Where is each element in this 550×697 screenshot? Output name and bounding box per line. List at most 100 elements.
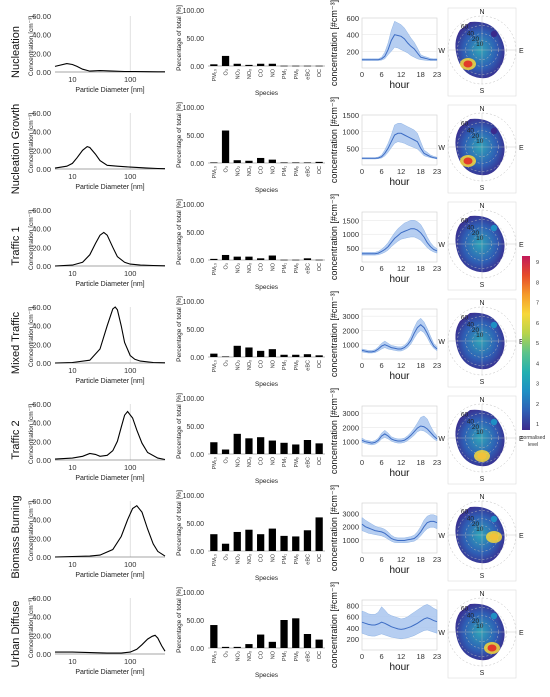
diurnal-x-tick: 0 <box>360 361 364 370</box>
diurnal-x-label: hour <box>389 371 410 382</box>
polar-ring-label: 10 <box>476 332 484 339</box>
species-bar <box>233 160 241 163</box>
species-panel: 0.00 50.00 100.00 PM₁₀ O₃ NO₂ NOₓ CO NO PM₁ PM₉ eBC… <box>176 490 325 582</box>
colorbar-tick: 7 <box>536 301 539 307</box>
species-bar <box>303 258 312 260</box>
polar-label-e: E <box>519 436 524 443</box>
species-bar <box>303 162 312 164</box>
psd-panel: 0.00 20.00 40.00 60.00 10 100 Particle Diamete… <box>28 206 166 288</box>
colorbar-tick: 3 <box>536 382 539 388</box>
species-x-tick: PM₁₀ <box>212 263 218 275</box>
colorbar <box>522 256 530 430</box>
species-x-tick: NO₂ <box>235 166 241 176</box>
psd-x-tick: 10 <box>68 366 76 375</box>
species-x-tick: NO <box>270 456 276 465</box>
species-bar <box>268 528 276 551</box>
polar-label-e: E <box>519 48 524 55</box>
psd-x-tick: 100 <box>124 366 137 375</box>
psd-panel: 0.00 20.00 40.00 60.00 10 100 Particle Diamete… <box>28 594 166 676</box>
polar-ring-label: 40 <box>467 224 475 231</box>
polar-marker <box>490 418 498 426</box>
species-bar <box>315 443 323 454</box>
diurnal-y-tick: 200 <box>346 47 359 56</box>
diurnal-mean-line <box>362 34 437 61</box>
diurnal-x-label: hour <box>389 177 410 188</box>
polar-ring-label: 40 <box>467 30 475 37</box>
polar-ring-label: 10 <box>476 526 484 533</box>
species-y-tick: 50.00 <box>186 327 204 334</box>
diurnal-x-tick: 12 <box>397 361 405 370</box>
species-x-tick: CO <box>259 456 265 465</box>
polar-ring-label: 20 <box>472 327 480 334</box>
psd-line <box>54 504 166 558</box>
polar-ring-label: 20 <box>472 521 480 528</box>
colorbar-tick: 9 <box>536 260 539 266</box>
species-x-label: Species <box>255 672 279 679</box>
diurnal-x-tick: 12 <box>397 555 405 564</box>
species-x-tick: NO₂ <box>235 651 241 661</box>
diurnal-y-label: concentration [#cm⁻³] <box>329 97 339 183</box>
species-bar <box>257 63 265 66</box>
diurnal-x-tick: 18 <box>417 70 425 79</box>
colorbar-tick: 6 <box>536 321 539 327</box>
psd-y-tick: 0.00 <box>36 359 51 368</box>
polar-ring-label: 40 <box>467 515 475 522</box>
species-bar <box>233 531 241 551</box>
diurnal-x-label: hour <box>389 80 410 91</box>
polar-ring-label: 60 <box>461 315 469 322</box>
diurnal-x-tick: 23 <box>433 167 441 176</box>
species-bar <box>245 438 253 454</box>
polar-ring-label: 60 <box>461 121 469 128</box>
species-bar <box>292 259 300 261</box>
species-x-tick: eBC <box>305 263 311 274</box>
species-bar <box>280 65 288 67</box>
species-y-tick: 0.00 <box>190 355 204 362</box>
species-x-tick: CO <box>259 68 265 77</box>
species-panel: 0.00 50.00 100.00 PM₁₀ O₃ NO₂ NOₓ CO NO PM₁ PM₉ eBC… <box>176 393 325 485</box>
species-bar <box>292 618 300 648</box>
psd-x-tick: 10 <box>68 463 76 472</box>
species-x-label: Species <box>255 575 279 582</box>
psd-x-tick: 100 <box>124 269 137 278</box>
factor-name: Traffic 2 <box>10 420 22 459</box>
species-bar <box>210 534 218 551</box>
polar-label-w: W <box>438 145 445 152</box>
species-bar <box>257 534 265 551</box>
diurnal-band <box>361 514 438 543</box>
species-y-tick: 100.00 <box>183 493 205 500</box>
polar-ring-label: 40 <box>467 418 475 425</box>
species-x-tick: OC <box>317 651 323 659</box>
psd-line <box>54 306 166 364</box>
psd-x-tick: 100 <box>124 172 137 181</box>
psd-y-tick: 40.00 <box>32 516 51 525</box>
psd-panel: 0.00 20.00 40.00 60.00 10 100 Particle Diamete… <box>28 12 165 94</box>
diurnal-x-tick: 6 <box>379 361 383 370</box>
psd-y-tick: 40.00 <box>32 419 51 428</box>
species-x-tick: NOₓ <box>247 69 253 79</box>
colorbar-tick: 8 <box>536 280 539 286</box>
diurnal-x-tick: 0 <box>360 652 364 661</box>
species-x-tick: eBC <box>305 360 311 371</box>
colorbar-label: normalised <box>521 435 546 441</box>
diurnal-x-tick: 12 <box>397 652 405 661</box>
species-x-tick: PM₁₀ <box>212 69 218 81</box>
species-bar <box>221 254 230 260</box>
psd-y-tick: 40.00 <box>32 613 51 622</box>
psd-y-label: Concentration [cm⁻³] <box>28 113 35 173</box>
species-x-tick: O₃ <box>224 554 230 561</box>
diurnal-y-tick: 1500 <box>342 111 359 120</box>
polar-label-n: N <box>479 591 484 598</box>
diurnal-x-tick: 0 <box>360 555 364 564</box>
species-bar <box>257 157 265 163</box>
species-x-tick: PM₁ <box>282 263 288 273</box>
diurnal-x-tick: 12 <box>397 264 405 273</box>
species-y-tick: 0.00 <box>190 161 204 168</box>
diurnal-x-tick: 18 <box>417 555 425 564</box>
diurnal-mean-line <box>361 324 438 353</box>
species-bar <box>233 63 241 66</box>
polar-label-s: S <box>480 185 485 192</box>
species-y-label: Percentage of total [%] <box>176 490 183 556</box>
species-x-tick: PM₉ <box>294 360 300 370</box>
diurnal-panel: 500 1000 1500 0 6 12 18 23 hour concentration [#c… <box>329 97 441 188</box>
